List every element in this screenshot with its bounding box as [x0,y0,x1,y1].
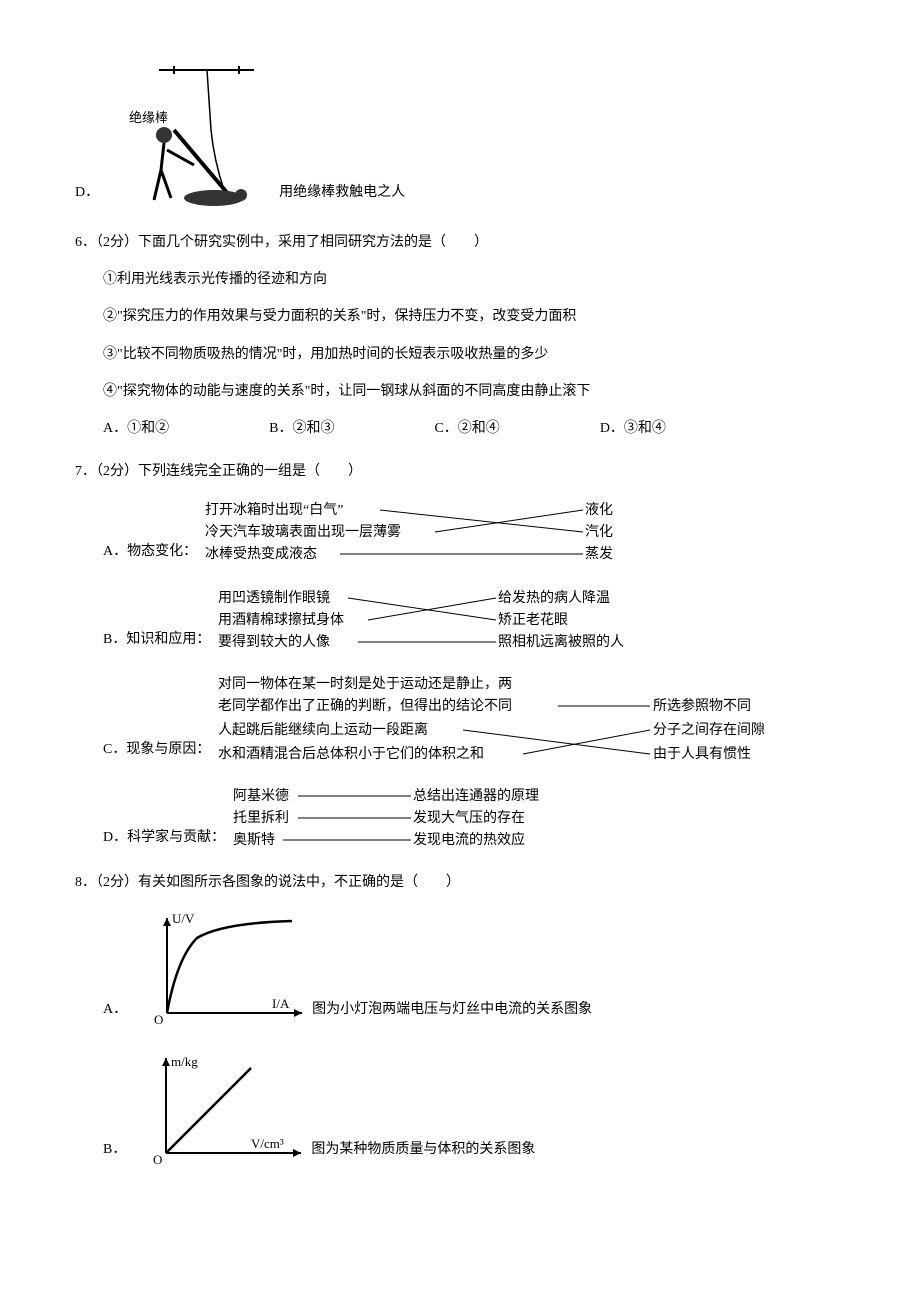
svg-text:O: O [154,1012,163,1027]
q6-opt-b: B．②和③ [269,416,334,441]
q7-option-b: B．知识和应用： 用凹透镜制作眼镜 用酒精棉球擦拭身体 要得到较大的人像 给发热… [103,584,845,654]
svg-text:分子之间存在间隙: 分子之间存在间隙 [653,722,765,738]
q8a-caption: 图为小灯泡两端电压与灯丝中电流的关系图象 [312,997,592,1022]
svg-text:O: O [153,1152,162,1167]
q7c-matching-icon: 对同一物体在某一时刻是处于运动还是静止，两 老同学都作出了正确的判断，但得出的结… [218,672,778,764]
q8b-graph: O m/kg V/cm³ [141,1048,311,1168]
svg-text:U/V: U/V [172,911,195,926]
svg-text:用酒精棉球擦拭身体: 用酒精棉球擦拭身体 [218,611,344,628]
q7-stem: 7．（2分）下列连线完全正确的一组是（ ） [75,459,845,484]
svg-text:对同一物体在某一时刻是处于运动还是静止，两: 对同一物体在某一时刻是处于运动还是静止，两 [218,676,512,692]
q5-option-d: D． 绝缘棒 用绝缘棒救触电之人 [75,60,845,210]
svg-text:m/kg: m/kg [171,1054,198,1069]
q8b-label: B． [103,1137,126,1162]
q8a-label: A． [103,997,127,1022]
svg-text:汽化: 汽化 [585,524,613,540]
svg-text:用凹透镜制作眼镜: 用凹透镜制作眼镜 [218,590,330,606]
svg-text:I/A: I/A [272,996,290,1011]
q8-option-b: B． O m/kg V/cm³ 图为某种物质质量与体积的关系图象 [103,1048,845,1168]
q6-opt-d: D．③和④ [600,416,666,441]
q6-opt-c: C．②和④ [434,416,499,441]
svg-text:给发热的病人降温: 给发热的病人降温 [498,590,610,606]
svg-text:绝缘棒: 绝缘棒 [129,110,168,125]
q8a-graph: O U/V I/A [142,908,312,1028]
q7-option-c: C．现象与原因： 对同一物体在某一时刻是处于运动还是静止，两 老同学都作出了正确… [103,672,845,764]
q8-option-a: A． O U/V I/A 图为小灯泡两端电压与灯丝中电流的关系图象 [103,908,845,1028]
svg-text:由于人具有惯性: 由于人具有惯性 [653,745,751,762]
svg-text:人起跳后能继续向上运动一段距离: 人起跳后能继续向上运动一段距离 [218,721,428,738]
q6-s4: ④"探究物体的动能与速度的关系"时，让同一钢球从斜面的不同高度由静止滚下 [103,379,845,404]
q7b-matching-icon: 用凹透镜制作眼镜 用酒精棉球擦拭身体 要得到较大的人像 给发热的病人降温 矫正老… [218,584,648,654]
q8-stem: 8．（2分）有关如图所示各图象的说法中，不正确的是（ ） [75,870,845,895]
svg-text:照相机远离被照的人: 照相机远离被照的人 [498,633,624,650]
svg-text:要得到较大的人像: 要得到较大的人像 [218,633,330,650]
svg-text:水和酒精混合后总体积小于它们的体积之和: 水和酒精混合后总体积小于它们的体积之和 [218,745,484,762]
svg-text:阿基米德: 阿基米德 [233,787,289,804]
q6-s2: ②"探究压力的作用效果与受力面积的关系"时，保持压力不变，改变受力面积 [103,304,845,329]
svg-text:老同学都作出了正确的判断，但得出的结论不同: 老同学都作出了正确的判断，但得出的结论不同 [218,697,512,714]
svg-text:蒸发: 蒸发 [585,546,613,562]
svg-text:总结出连通器的原理: 总结出连通器的原理 [413,788,539,804]
q6-s1: ①利用光线表示光传播的径迹和方向 [103,267,845,292]
q7c-label: C．现象与原因： [103,737,210,762]
q7a-matching-icon: 打开冰箱时出现“白气” 冷天汽车玻璃表面出现一层薄雾 冰棒受热变成液态 液化 汽… [205,496,655,566]
q6-opt-a: A．①和② [103,416,169,441]
svg-text:V/cm³: V/cm³ [251,1136,284,1151]
q7a-label: A．物态变化： [103,539,197,564]
linear-graph-icon: O m/kg V/cm³ [141,1048,311,1168]
q6-stem: 6．（2分）下面几个研究实例中，采用了相同研究方法的是（ ） [75,230,845,255]
q5d-figure: 绝缘棒 [119,60,269,210]
q6-s3: ③"比较不同物质吸热的情况"时，用加热时间的长短表示吸收热量的多少 [103,342,845,367]
svg-text:液化: 液化 [585,502,613,518]
svg-text:冷天汽车玻璃表面出现一层薄雾: 冷天汽车玻璃表面出现一层薄雾 [205,523,401,540]
svg-text:托里拆利: 托里拆利 [233,810,289,826]
q5d-label: D． [75,180,99,205]
svg-text:冰棒受热变成液态: 冰棒受热变成液态 [205,546,317,562]
q7-option-a: A．物态变化： 打开冰箱时出现“白气” 冷天汽车玻璃表面出现一层薄雾 冰棒受热变… [103,496,845,566]
svg-text:所选参照物不同: 所选参照物不同 [653,697,751,714]
q8b-caption: 图为某种物质质量与体积的关系图象 [311,1137,535,1162]
svg-text:发现大气压的存在: 发现大气压的存在 [413,810,525,826]
svg-text:奥斯特: 奥斯特 [233,831,275,848]
q5d-caption: 用绝缘棒救触电之人 [279,180,405,205]
q7d-label: D．科学家与贡献： [103,825,225,850]
q7b-label: B．知识和应用： [103,627,210,652]
insulator-rescue-icon: 绝缘棒 [119,60,269,210]
q6-options: A．①和② B．②和③ C．②和④ D．③和④ [103,416,845,441]
saturating-curve-icon: O U/V I/A [142,908,312,1028]
svg-text:发现电流的热效应: 发现电流的热效应 [413,831,525,848]
svg-text:打开冰箱时出现“白气”: 打开冰箱时出现“白气” [205,501,343,518]
q7-option-d: D．科学家与贡献： 阿基米德 托里拆利 奥斯特 总结出连通器的原理 发现大气压的… [103,782,845,852]
svg-text:矫正老花眼: 矫正老花眼 [498,612,568,628]
q7d-matching-icon: 阿基米德 托里拆利 奥斯特 总结出连通器的原理 发现大气压的存在 发现电流的热效… [233,782,593,852]
